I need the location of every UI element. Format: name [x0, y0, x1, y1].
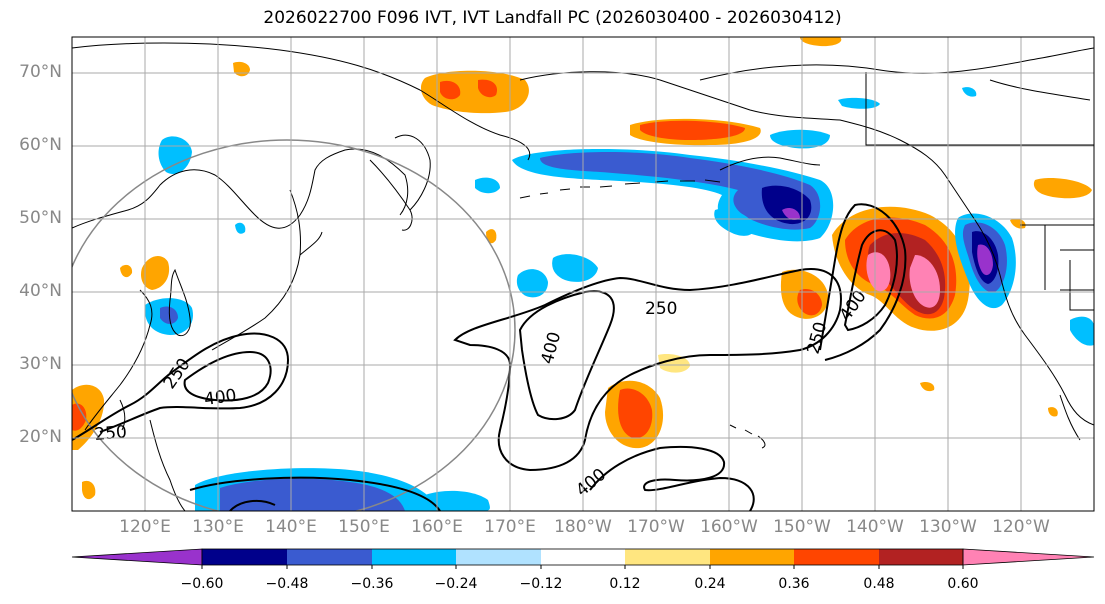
colorbar-min-extension — [71, 548, 203, 566]
lon-label: 140°W — [846, 517, 904, 537]
colorbar-segment — [710, 549, 794, 565]
colorbar-segment — [372, 549, 456, 565]
lat-label-30n: 30°N — [19, 354, 62, 374]
landfall-region-circle — [72, 139, 516, 511]
colorbar-tick-label: 0.48 — [863, 576, 895, 592]
lon-label: 160°E — [411, 517, 463, 537]
colorbar-segment — [202, 549, 287, 565]
colorbar-tick-label: 0.24 — [694, 576, 726, 592]
colorbar — [71, 548, 1095, 569]
colorbar-tick-label: 0.12 — [609, 576, 641, 592]
lon-label: 120°E — [119, 517, 171, 537]
lon-label: 130°W — [919, 517, 977, 537]
lon-label: 160°W — [700, 517, 758, 537]
lat-label-40n: 40°N — [19, 281, 62, 301]
colorbar-tick-label: −0.48 — [265, 576, 309, 592]
colorbar-tick-label: 0.60 — [947, 576, 979, 592]
colorbar-tick-label: −0.24 — [434, 576, 478, 592]
graticule — [72, 37, 1094, 511]
lon-label: 140°E — [265, 517, 317, 537]
colorbar-max-extension — [962, 548, 1095, 566]
ivt-contours — [72, 203, 907, 511]
colorbar-segment — [625, 549, 710, 565]
contour-label: 250 — [645, 299, 677, 319]
colorbar-tick-label: −0.36 — [350, 576, 394, 592]
contour-label: 250 — [94, 422, 128, 445]
colorbar-segment — [456, 549, 541, 565]
lon-label: 120°W — [992, 517, 1050, 537]
colorbar-segment — [794, 549, 879, 565]
lon-label: 170°E — [484, 517, 536, 537]
lat-label-50n: 50°N — [19, 208, 62, 228]
colorbar-segment — [541, 549, 625, 565]
colorbar-segment — [879, 549, 963, 565]
colorbar-segment — [287, 549, 372, 565]
colorbar-tick-label: −0.12 — [519, 576, 563, 592]
colorbar-tick-label: −0.60 — [180, 576, 224, 592]
lon-label: 130°E — [192, 517, 244, 537]
map-frame — [71, 36, 1095, 512]
lon-label: 180°W — [554, 517, 612, 537]
lon-label: 150°E — [338, 517, 390, 537]
lon-label: 150°W — [773, 517, 831, 537]
lat-label-60n: 60°N — [19, 135, 62, 155]
colorbar-tick-label: 0.36 — [778, 576, 810, 592]
lon-label: 170°W — [627, 517, 685, 537]
lat-label-70n: 70°N — [19, 62, 62, 82]
lat-label-20n: 20°N — [19, 427, 62, 447]
map-title: 2026022700 F096 IVT, IVT Landfall PC (20… — [263, 8, 842, 28]
contour-label: 400 — [203, 386, 238, 410]
